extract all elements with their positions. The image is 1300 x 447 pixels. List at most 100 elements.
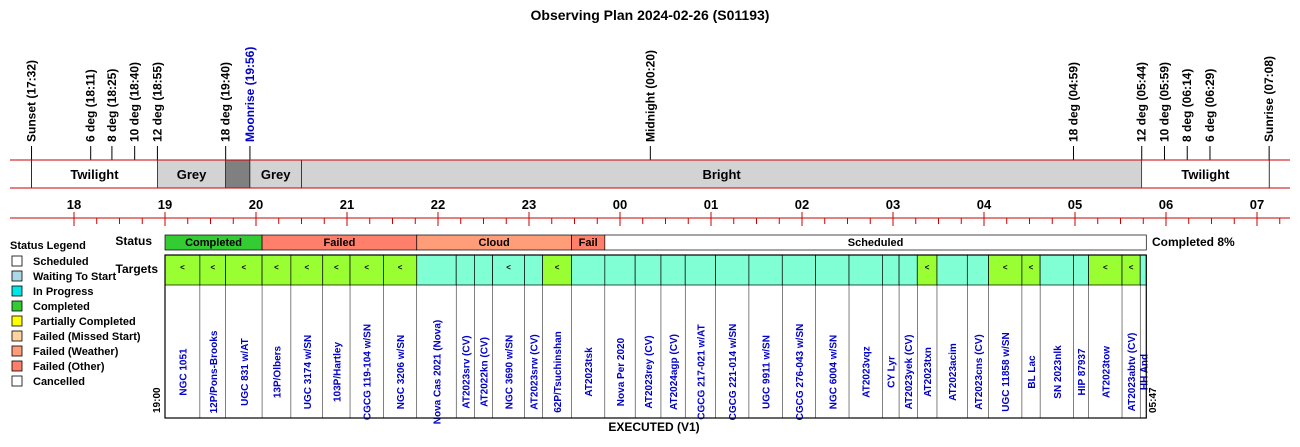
status-label-0: Completed xyxy=(185,237,242,249)
legend-swatch-0 xyxy=(11,255,23,267)
target-cell-5 xyxy=(322,254,351,286)
target-mark-26: < xyxy=(925,263,930,272)
legend-swatch-2 xyxy=(11,285,23,297)
target-name-column: NGC 1051 12P/Pons-Brooks UGC 831 w/AT 13P/O… xyxy=(164,254,1150,425)
target-cell-9 xyxy=(455,254,475,286)
legend-label-0: Scheduled xyxy=(33,256,89,268)
legend-label-2: In Progress xyxy=(33,286,94,298)
sky-band-5 xyxy=(1141,159,1270,189)
target-cell-33 xyxy=(1088,254,1123,286)
target-cell-6 xyxy=(349,254,384,286)
sky-band-label-1: Grey xyxy=(177,167,207,182)
sky-band-label-0: Twilight xyxy=(70,167,119,182)
target-name-32: HIP 87937 xyxy=(1077,348,1088,396)
target-name-35: HH And xyxy=(1139,354,1150,390)
target-name-11: NGC 3690 w/SN xyxy=(505,335,516,409)
legend-label-6: Failed (Weather) xyxy=(33,346,119,358)
sky-band-4 xyxy=(301,159,1143,189)
hour-label-13: 07 xyxy=(1250,197,1264,212)
target-name-1: 12P/Pons-Brooks xyxy=(209,330,220,413)
target-name-15: Nova Per 2020 xyxy=(616,337,627,406)
target-name-10: AT2022kn (CV) xyxy=(480,337,491,407)
legend-swatch-6 xyxy=(11,345,23,357)
target-cell-17 xyxy=(660,254,686,286)
target-cell-12 xyxy=(524,254,544,286)
target-name-4: UGC 3174 w/SN xyxy=(303,335,314,409)
event-label-6: Moonrise (19:56) xyxy=(243,47,257,142)
hour-label-10: 04 xyxy=(977,197,992,212)
target-row: < < < < < < < < < < < < < < < xyxy=(164,254,1147,286)
target-cell-14 xyxy=(571,254,606,286)
target-mark-4: < xyxy=(304,263,309,272)
target-cell-16 xyxy=(634,254,662,286)
target-name-23: AT2023vqz xyxy=(862,346,873,398)
sky-band-row: Twilight Grey Grey Bright Twilight xyxy=(10,159,1290,189)
target-name-31: SN 2023nlk xyxy=(1053,345,1064,399)
target-mark-34: < xyxy=(1129,263,1134,272)
target-name-9: AT2023srv (CV) xyxy=(461,335,472,408)
target-name-24: CY Lyr xyxy=(887,356,898,388)
event-label-12: 6 deg (06:29) xyxy=(1203,69,1217,142)
legend-label-7: Failed (Other) xyxy=(33,361,105,373)
target-name-14: AT2023tsk xyxy=(584,347,595,397)
target-mark-13: < xyxy=(555,263,560,272)
target-name-28: AT2023cns (CV) xyxy=(974,334,985,409)
target-cell-32 xyxy=(1073,254,1089,286)
target-cell-2 xyxy=(225,254,263,286)
target-name-3: 13P/Olbers xyxy=(272,345,283,398)
target-mark-30: < xyxy=(1029,263,1034,272)
target-mark-3: < xyxy=(274,263,279,272)
target-cell-35 xyxy=(1139,254,1147,286)
legend-swatch-1 xyxy=(11,270,23,282)
target-name-17: AT2024agp (CV) xyxy=(669,334,680,410)
target-name-8: Nova Cas 2021 (Nova) xyxy=(432,320,443,425)
status-label-3: Fail xyxy=(579,237,598,249)
event-label-1: 6 deg (18:11) xyxy=(84,69,98,142)
hour-label-6: 00 xyxy=(613,197,627,212)
target-cell-4 xyxy=(290,254,324,286)
sky-band-2 xyxy=(225,159,251,189)
legend-label-1: Waiting To Start xyxy=(33,271,116,283)
target-mark-7: < xyxy=(398,263,403,272)
target-mark-2: < xyxy=(242,263,247,272)
target-cell-25 xyxy=(898,254,918,286)
target-cell-20 xyxy=(748,254,783,286)
event-label-10: 10 deg (05:59) xyxy=(1157,62,1171,142)
completion-label: Completed 8% xyxy=(1152,235,1235,249)
hour-label-0: 18 xyxy=(67,197,81,212)
target-name-19: CGCG 221-014 w/SN xyxy=(728,324,739,421)
status-legend: Status Legend Scheduled Waiting To Start In… xyxy=(10,240,141,388)
target-mark-29: < xyxy=(1003,263,1008,272)
target-name-2: UGC 831 w/AT xyxy=(240,338,251,406)
targets-row-label: Targets xyxy=(116,262,159,276)
target-name-34: AT2023abtv (CV) xyxy=(1127,333,1138,412)
event-label-13: Sunrise (07:08) xyxy=(1262,56,1276,142)
hour-label-11: 05 xyxy=(1068,197,1082,212)
target-cell-29 xyxy=(988,254,1023,286)
legend-label-8: Cancelled xyxy=(33,376,85,388)
target-cell-0 xyxy=(164,254,201,286)
status-label-1: Failed xyxy=(324,237,356,249)
event-label-8: 18 deg (04:59) xyxy=(1066,62,1080,142)
target-name-30: BL Lac xyxy=(1027,355,1038,389)
event-label-0: Sunset (17:32) xyxy=(25,60,39,142)
target-mark-33: < xyxy=(1103,263,1108,272)
target-cell-23 xyxy=(848,254,883,286)
target-name-33: AT2023tow xyxy=(1101,346,1112,398)
target-cell-8 xyxy=(416,254,457,286)
legend-swatch-3 xyxy=(11,300,23,312)
target-cell-18 xyxy=(684,254,716,286)
event-label-11: 8 deg (06:14) xyxy=(1180,69,1194,142)
status-block-4 xyxy=(604,234,1147,251)
target-name-25: AT2023yek (CV) xyxy=(904,335,915,410)
target-frame xyxy=(164,254,1147,419)
target-mark-5: < xyxy=(334,263,339,272)
legend-label-5: Failed (Missed Start) xyxy=(33,331,141,343)
target-cell-15 xyxy=(604,254,636,286)
hour-label-5: 23 xyxy=(522,197,536,212)
plan-end-time: 05:47 xyxy=(1148,387,1159,413)
target-name-0: NGC 1051 xyxy=(178,348,189,396)
target-cell-24 xyxy=(882,254,900,286)
target-mark-11: < xyxy=(506,263,511,272)
status-label-4: Scheduled xyxy=(848,237,904,249)
